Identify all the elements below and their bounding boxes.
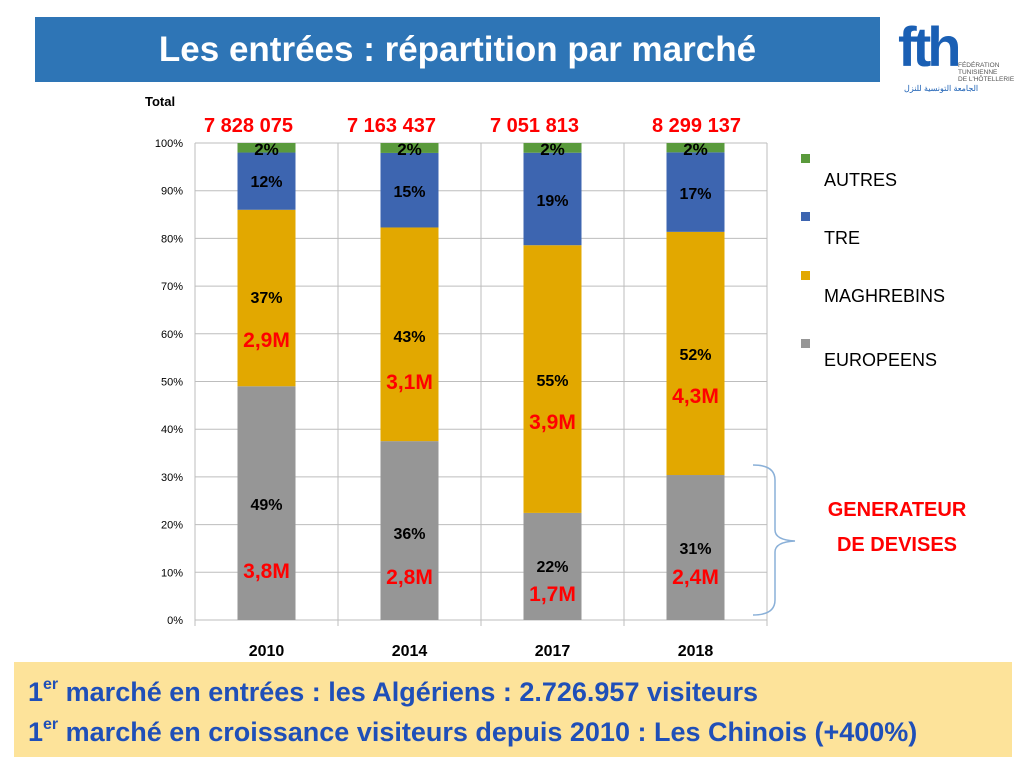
legend-label: TRE <box>824 228 860 248</box>
segment-label: 19% <box>536 193 568 210</box>
y-tick-label: 40% <box>161 424 183 436</box>
volume-label: 3,1M <box>386 371 433 394</box>
y-tick-label: 60% <box>161 329 183 341</box>
segment-label: 22% <box>536 559 568 576</box>
total-label: 8 299 137 <box>652 115 741 137</box>
bar-segment-autres-2010 <box>237 143 296 153</box>
annotation-line2: DE DEVISES <box>837 534 957 556</box>
annotation-line1: GENERATEUR <box>828 499 967 521</box>
bar-segment-europeens-2010 <box>237 386 296 620</box>
bar-segment-europeens-2017 <box>523 512 582 620</box>
segment-label: 2% <box>683 140 708 159</box>
legend: EUROPEENS MAGHREBINS TRE AUTRES <box>801 154 945 370</box>
volume-label: 4,3M <box>672 385 719 408</box>
segment-label: 49% <box>250 497 282 514</box>
y-tick-label: 10% <box>161 567 183 579</box>
bar-segment-autres-2018 <box>666 143 725 153</box>
volume-label: 1,7M <box>529 583 576 606</box>
segment-label: 36% <box>393 526 425 543</box>
total-label: 7 163 437 <box>347 115 436 137</box>
x-tick-label: 2018 <box>678 643 714 660</box>
y-tick-label: 20% <box>161 520 183 532</box>
y-tick-label: 50% <box>161 377 183 389</box>
bar-segment-tre-2014 <box>380 152 439 228</box>
segment-label: 12% <box>250 174 282 191</box>
x-tick-label: 2017 <box>535 643 571 660</box>
y-tick-label: 80% <box>161 233 183 245</box>
labels: 49% 3,8M 37% 2,9M 12% 2% 2010 7 828 075 36% 2,8M 4… <box>204 115 741 660</box>
total-label: 7 828 075 <box>204 115 293 137</box>
volume-label: 3,9M <box>529 411 576 434</box>
x-tick-label: 2014 <box>392 643 428 660</box>
legend-label: AUTRES <box>824 170 897 190</box>
legend-swatch <box>801 271 810 280</box>
logo-line2: TUNISIENNE <box>958 69 998 76</box>
y-tick-label: 0% <box>167 615 183 627</box>
x-tick-label: 2010 <box>249 643 285 660</box>
segment-label: 52% <box>679 347 711 364</box>
bar-segment-autres-2014 <box>380 143 439 153</box>
bar-segment-maghrebins-2017 <box>523 245 582 513</box>
legend-swatch <box>801 339 810 348</box>
stacked-bar-chart: 0% 10% 20% 30% 40% 50% 60% 70% 80% 90% 100% 49% 3,8… <box>145 94 967 660</box>
legend-label: MAGHREBINS <box>824 286 945 306</box>
volume-label: 2,4M <box>672 566 719 589</box>
legend-swatch <box>801 212 810 221</box>
segment-label: 17% <box>679 186 711 203</box>
logo-line1: FÉDÉRATION <box>958 60 1000 69</box>
slide-title: Les entrées : répartition par marché <box>35 17 880 82</box>
bar-segment-europeens-2018 <box>666 475 725 620</box>
segment-label: 37% <box>250 290 282 307</box>
segment-label: 2% <box>397 140 422 159</box>
logo-arabic: الجامعة التونسية للنزل <box>904 84 978 93</box>
y-tick-label: 30% <box>161 472 183 484</box>
legend-swatch <box>801 154 810 163</box>
y-axis-title: Total <box>145 94 175 109</box>
bar-segment-europeens-2014 <box>380 441 439 620</box>
volume-label: 2,9M <box>243 329 290 352</box>
segment-label: 2% <box>254 140 279 159</box>
bar-segment-maghrebins-2010 <box>237 209 296 387</box>
segment-label: 31% <box>679 541 711 558</box>
key-facts-box: 1er marché en entrées : les Algériens : … <box>14 662 1012 757</box>
bracket <box>752 464 796 616</box>
slide-title-text: Les entrées : répartition par marché <box>158 29 757 69</box>
fact-2: 1er marché en croissance visiteurs depui… <box>28 716 918 747</box>
total-label: 7 051 813 <box>490 115 579 137</box>
y-tick-label: 90% <box>161 186 183 198</box>
bar-segment-tre-2018 <box>666 152 725 232</box>
bar-segment-maghrebins-2018 <box>666 231 725 476</box>
segment-label: 43% <box>393 329 425 346</box>
bar-segment-tre-2010 <box>237 152 296 210</box>
fact-1: 1er marché en entrées : les Algériens : … <box>28 676 759 707</box>
bars <box>237 143 725 620</box>
volume-label: 3,8M <box>243 560 290 583</box>
segment-label: 55% <box>536 373 568 390</box>
volume-label: 2,8M <box>386 566 433 589</box>
segment-label: 15% <box>393 184 425 201</box>
y-tick-label: 70% <box>161 281 183 293</box>
segment-label: 2% <box>540 140 565 159</box>
logo-letters: fth <box>898 15 958 78</box>
legend-label: EUROPEENS <box>824 350 937 370</box>
logo-line3: DE L'HÔTELLERIE <box>958 74 1015 83</box>
bar-segment-autres-2017 <box>523 143 582 153</box>
bar-segment-maghrebins-2014 <box>380 227 439 442</box>
bar-segment-tre-2017 <box>523 152 582 246</box>
y-tick-label: 100% <box>155 138 183 150</box>
fth-logo: fth FÉDÉRATION TUNISIENNE DE L'HÔTELLERI… <box>898 15 1015 93</box>
